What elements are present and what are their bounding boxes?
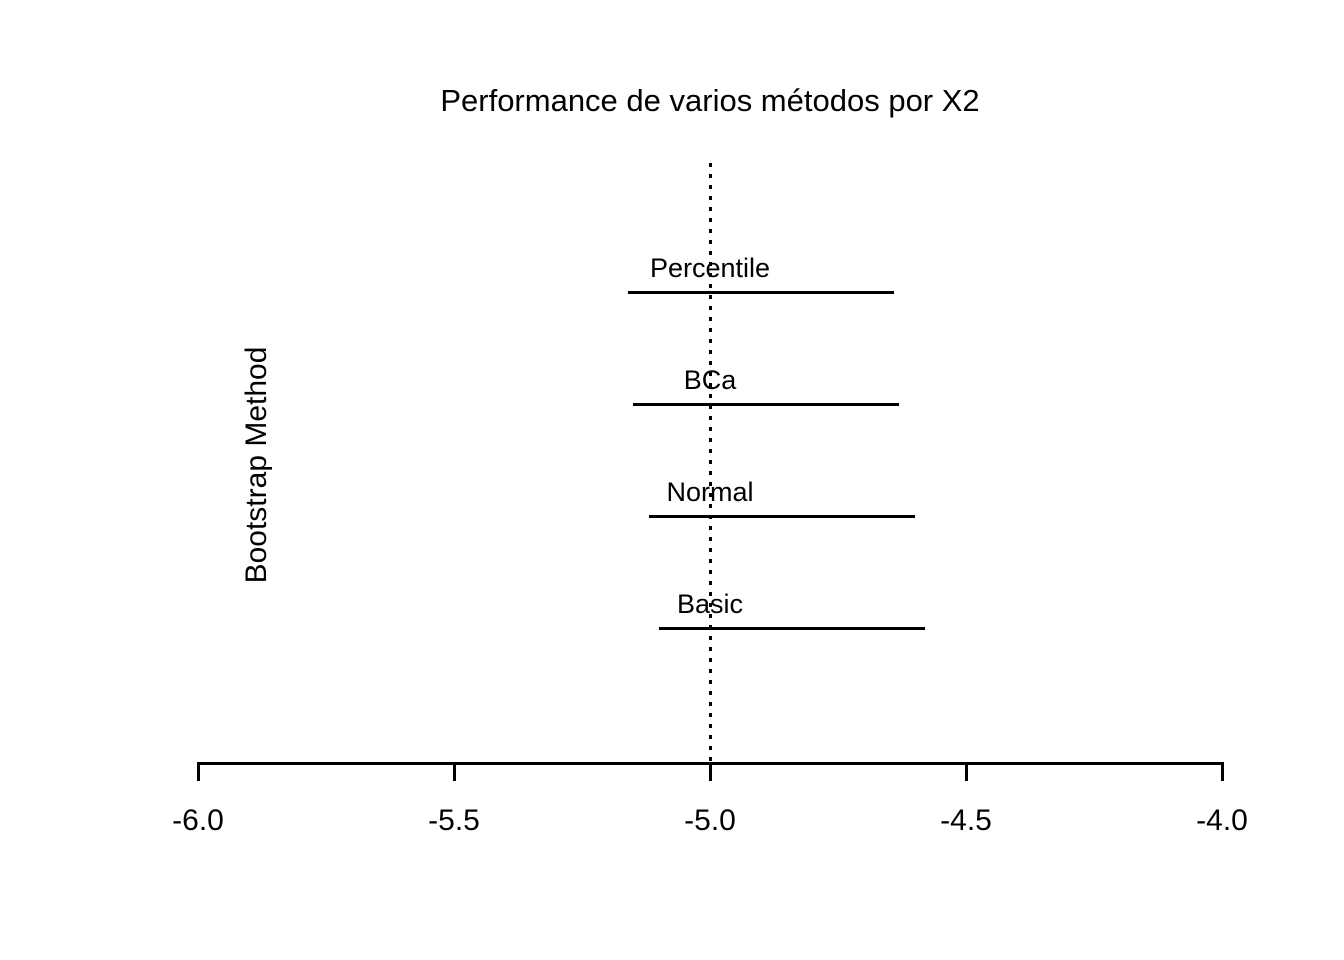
interval-label-basic: Basic <box>676 589 744 619</box>
chart-title: Performance de varios métodos por X2 <box>440 83 980 118</box>
reference-line <box>708 163 712 762</box>
x-axis-tick-label: -4.5 <box>940 804 992 837</box>
x-axis-tick <box>196 761 200 781</box>
interval-line-bca <box>633 402 900 406</box>
interval-label-bca: BCa <box>683 365 737 395</box>
x-axis-tick <box>708 761 712 781</box>
x-axis-tick-label: -6.0 <box>172 804 224 837</box>
x-axis-tick <box>1220 761 1224 781</box>
x-axis-tick-label: -4.0 <box>1196 804 1248 837</box>
x-axis-tick <box>452 761 456 781</box>
x-axis-tick-label: -5.5 <box>428 804 480 837</box>
x-axis-tick-label: -5.0 <box>684 804 736 837</box>
interval-line-percentile <box>628 290 895 294</box>
x-axis-tick <box>964 761 968 781</box>
interval-label-percentile: Percentile <box>649 253 771 283</box>
interval-line-normal <box>648 514 915 518</box>
interval-line-basic <box>658 626 926 630</box>
interval-label-normal: Normal <box>666 477 754 507</box>
